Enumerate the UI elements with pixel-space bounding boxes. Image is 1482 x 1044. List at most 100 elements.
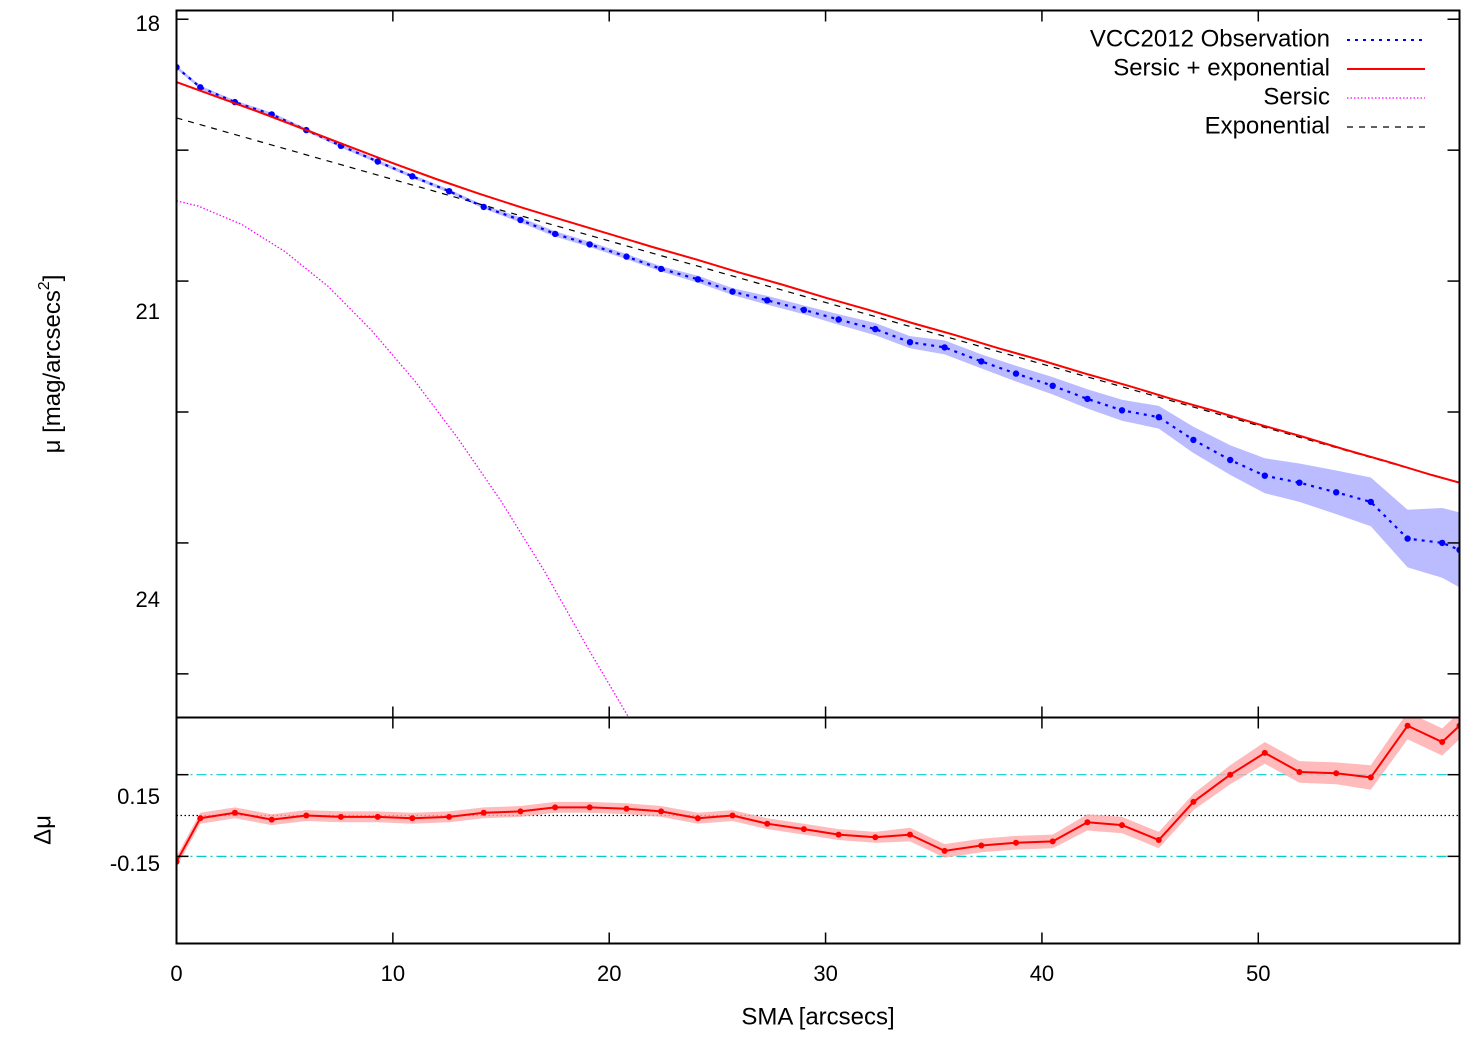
residual-point (729, 812, 736, 819)
observation-point (729, 288, 736, 295)
observation-point (197, 84, 204, 91)
observation-point (1118, 407, 1126, 414)
residual-point (907, 831, 913, 838)
observation-point (551, 230, 559, 238)
observation-point (1404, 535, 1411, 542)
residual-point (1261, 749, 1268, 756)
observation-point (1296, 479, 1303, 486)
residual-point (409, 815, 416, 822)
residual-ytick-label: 0.15 (117, 784, 160, 809)
legend-label: VCC2012 Observation (1090, 25, 1330, 52)
residual-point (446, 813, 453, 820)
residual-panel-frame (175, 716, 1461, 945)
residual-point (303, 812, 310, 819)
observation-point (906, 339, 914, 346)
residual-point (231, 809, 238, 816)
profile-y-axis-label: μ [mag/arcsecs2] (36, 275, 66, 454)
residual-point (978, 842, 985, 849)
residual-point (1119, 822, 1125, 829)
observation-point (1333, 489, 1340, 496)
observation-point (1227, 456, 1234, 464)
residual-point (1367, 774, 1374, 781)
observation-point (764, 297, 771, 304)
observation-point (800, 306, 808, 314)
sersic-line (176, 200, 630, 718)
residual-point (1049, 838, 1056, 845)
observation-point (1261, 472, 1269, 479)
residual-point (337, 813, 344, 820)
legend-label: Exponential (1205, 112, 1330, 139)
observation-point (1190, 436, 1197, 444)
observation-point (409, 173, 416, 180)
residual-ticks (175, 717, 1460, 944)
residual-point (197, 815, 204, 822)
residual-plot-area (176, 717, 1460, 868)
residual-point (1404, 722, 1411, 729)
residual-point (1333, 770, 1340, 777)
observation-point (1155, 414, 1163, 421)
profile-ytick-label: 18 (136, 11, 160, 36)
residual-point (764, 820, 771, 827)
x-tick-labels: 0 10 20 30 40 50 (170, 961, 1270, 986)
x-tick-label: 40 (1030, 961, 1054, 986)
profile-ticks (175, 10, 1460, 718)
observation-point (941, 344, 948, 351)
observation-point (657, 265, 665, 273)
observation-point (694, 276, 702, 283)
observation-point (1084, 395, 1091, 403)
observation-point (374, 158, 381, 165)
x-tick-label: 20 (597, 961, 621, 986)
residual-point (1155, 837, 1162, 843)
observation-point (1367, 498, 1375, 506)
observation-point (1439, 539, 1446, 547)
observation-point (835, 316, 842, 323)
residual-point (517, 808, 524, 815)
residual-ytick-label: -0.15 (110, 851, 160, 876)
residual-point (1439, 739, 1446, 745)
residual-point (586, 804, 593, 811)
residual-panel: 0.15 -0.15 Δμ 0 10 20 30 40 50 SMA [arcsecs] (29, 716, 1461, 1030)
residual-point (941, 847, 948, 854)
observation-point (517, 216, 524, 224)
observation-point (872, 325, 879, 333)
residual-line (176, 724, 1460, 863)
profile-plot-area (176, 64, 1460, 718)
residual-point (658, 808, 665, 815)
x-tick-label: 30 (813, 961, 837, 986)
profile-ytick-label: 21 (136, 299, 160, 324)
legend: VCC2012 Observation Sersic + exponential… (1090, 25, 1425, 139)
residual-point (1190, 798, 1197, 805)
residual-point (480, 809, 487, 816)
x-axis-label: SMA [arcsecs] (741, 1003, 894, 1030)
observation-point (1012, 370, 1020, 377)
residual-point (694, 815, 701, 822)
observation-point (1049, 382, 1056, 389)
residual-point (268, 816, 275, 823)
observation-point (480, 203, 487, 211)
residual-point (800, 826, 807, 833)
observation-point (445, 188, 453, 195)
residual-point (872, 834, 879, 841)
residual-point (1296, 769, 1303, 775)
legend-label: Sersic + exponential (1113, 54, 1330, 81)
x-tick-label: 10 (381, 961, 405, 986)
observation-point (586, 241, 593, 248)
legend-label: Sersic (1263, 83, 1330, 110)
residual-y-axis-label: Δμ (29, 815, 56, 845)
observation-line (176, 66, 1460, 551)
x-tick-label: 0 (170, 961, 182, 986)
residual-error-band (176, 717, 1460, 868)
residual-point (1013, 839, 1019, 846)
residual-point (1084, 819, 1091, 826)
observation-point (623, 253, 630, 260)
observation-point (978, 358, 985, 365)
residual-point (552, 804, 559, 811)
sersic-exponential-line (176, 81, 1460, 484)
x-tick-label: 50 (1246, 961, 1270, 986)
residual-point (1227, 771, 1234, 778)
profile-ytick-label: 24 (136, 587, 160, 612)
residual-point (374, 813, 381, 820)
residual-point (623, 805, 630, 812)
residual-point (835, 831, 842, 838)
